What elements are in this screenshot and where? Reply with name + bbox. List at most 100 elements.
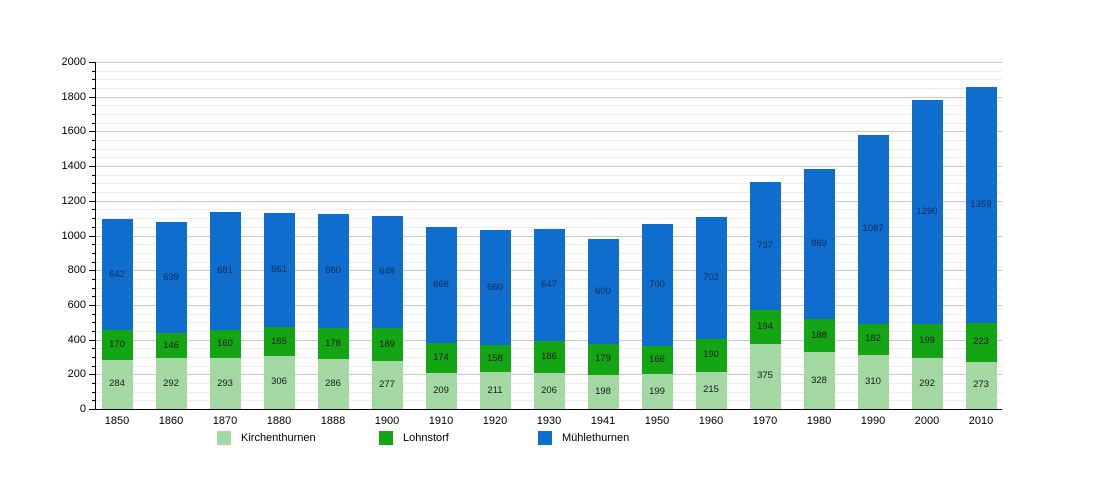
bar-value-label: 737: [757, 240, 773, 252]
bar-segment-lohnstorf-2000: [911, 323, 943, 359]
bar-value-label: 206: [541, 385, 557, 397]
y-axis-label: 600: [67, 298, 86, 311]
bar-value-label: 639: [163, 271, 179, 283]
bar-segment-kirchenthurnen-1970: [749, 343, 781, 409]
bar-value-label: 292: [163, 377, 179, 389]
bar-value-label: 600: [595, 285, 611, 297]
y-axis-tick: [92, 348, 95, 350]
bar-value-label: 1359: [970, 199, 992, 211]
y-axis-tick: [92, 114, 95, 116]
bar-value-label: 700: [649, 278, 665, 290]
bar-segment-kirchenthurnen-1850: [101, 359, 133, 409]
y-axis-tick: [89, 374, 95, 376]
minor-gridline: [95, 114, 1002, 116]
y-axis-tick: [89, 166, 95, 168]
y-axis-tick: [92, 244, 95, 246]
legend-label-mühlethurnen: Mühlethurnen: [562, 432, 630, 444]
y-axis-tick: [92, 79, 95, 81]
y-axis-label: 1000: [61, 229, 86, 242]
bar-value-label: 199: [649, 385, 665, 397]
x-axis-label: 2000: [914, 415, 940, 427]
bar-segment-kirchenthurnen-1880: [263, 355, 295, 409]
y-axis-tick: [92, 400, 95, 402]
x-axis-label: 1880: [266, 415, 292, 427]
x-axis-label: 1990: [860, 415, 886, 427]
bar-value-label: 146: [163, 339, 179, 351]
bar-segment-mühlethurnen-1980: [803, 168, 835, 320]
bar-segment-kirchenthurnen-1910: [425, 372, 457, 409]
bar-value-label: 306: [271, 376, 287, 388]
legend-label-kirchenthurnen: Kirchenthurnen: [241, 432, 316, 444]
major-gridline: [95, 62, 1002, 63]
y-axis-tick: [92, 218, 95, 220]
y-axis-tick: [92, 391, 95, 393]
bar-segment-kirchenthurnen-1930: [533, 373, 565, 409]
bar-value-label: 188: [811, 329, 827, 341]
bar-segment-mühlethurnen-2000: [911, 99, 943, 324]
bar-value-label: 209: [433, 384, 449, 396]
bar-segment-mühlethurnen-1850: [101, 218, 133, 331]
bar-value-label: 179: [595, 353, 611, 365]
bar-segment-kirchenthurnen-1888: [317, 359, 349, 409]
y-axis-tick: [92, 183, 95, 185]
bar-segment-mühlethurnen-2010: [965, 87, 997, 323]
minor-gridline: [95, 157, 1002, 159]
minor-gridline: [95, 174, 1002, 176]
y-axis-tick: [89, 96, 95, 98]
x-axis-label: 1970: [752, 415, 778, 427]
bar-segment-kirchenthurnen-1980: [803, 352, 835, 409]
bar-value-label: 158: [487, 352, 503, 364]
y-axis-tick: [92, 157, 95, 159]
x-axis-label: 1920: [482, 415, 508, 427]
x-axis-line: [95, 409, 1002, 410]
bar-segment-kirchenthurnen-1870: [209, 358, 241, 409]
bar-segment-lohnstorf-1850: [101, 330, 133, 360]
bar-segment-lohnstorf-1880: [263, 327, 295, 356]
bar-value-label: 194: [757, 321, 773, 333]
bar-segment-mühlethurnen-1941: [587, 239, 619, 344]
bar-segment-kirchenthurnen-1960: [695, 371, 727, 409]
bar-segment-lohnstorf-2010: [965, 322, 997, 362]
y-axis-tick: [89, 270, 95, 272]
bar-value-label: 660: [487, 281, 503, 293]
bar-value-label: 211: [487, 384, 503, 396]
x-axis-label: 1950: [644, 415, 670, 427]
bar-value-label: 1290: [916, 205, 938, 217]
y-axis-tick: [92, 252, 95, 254]
x-axis-label: 1860: [158, 415, 184, 427]
bar-segment-lohnstorf-1930: [533, 340, 565, 374]
y-axis-label: 800: [67, 264, 86, 277]
y-axis-label: 0: [79, 403, 86, 415]
legend-label-lohnstorf: Lohnstorf: [403, 432, 449, 444]
bar-value-label: 668: [433, 278, 449, 290]
minor-gridline: [95, 148, 1002, 150]
major-gridline: [95, 200, 1002, 202]
bar-value-label: 648: [379, 265, 395, 277]
minor-gridline: [95, 209, 1002, 211]
bar-value-label: 375: [757, 370, 773, 382]
bar-segment-kirchenthurnen-1860: [155, 358, 187, 409]
bar-segment-lohnstorf-1888: [317, 328, 349, 360]
y-axis-tick: [92, 148, 95, 150]
y-axis-tick: [89, 62, 95, 63]
legend-swatch-mühlethurnen: [538, 431, 552, 445]
bar-value-label: 199: [919, 335, 935, 347]
bar-value-label: 702: [703, 271, 719, 283]
y-axis-tick: [92, 382, 95, 384]
x-axis-label: 1870: [212, 415, 238, 427]
y-axis-tick: [92, 330, 95, 332]
y-axis-tick: [92, 105, 95, 107]
bar-segment-lohnstorf-1860: [155, 333, 187, 359]
y-axis-tick: [92, 209, 95, 211]
y-axis-tick: [89, 235, 95, 237]
bar-value-label: 189: [379, 338, 395, 350]
bar-value-label: 198: [595, 385, 611, 397]
bar-value-label: 661: [271, 263, 287, 275]
bar-segment-lohnstorf-1950: [641, 345, 673, 375]
legend-swatch-kirchenthurnen: [217, 431, 231, 445]
bar-value-label: 223: [973, 336, 989, 348]
bar-segment-lohnstorf-1920: [479, 344, 511, 373]
bar-segment-kirchenthurnen-1950: [641, 374, 673, 409]
bar-value-label: 186: [541, 351, 557, 363]
minor-gridline: [95, 79, 1002, 81]
